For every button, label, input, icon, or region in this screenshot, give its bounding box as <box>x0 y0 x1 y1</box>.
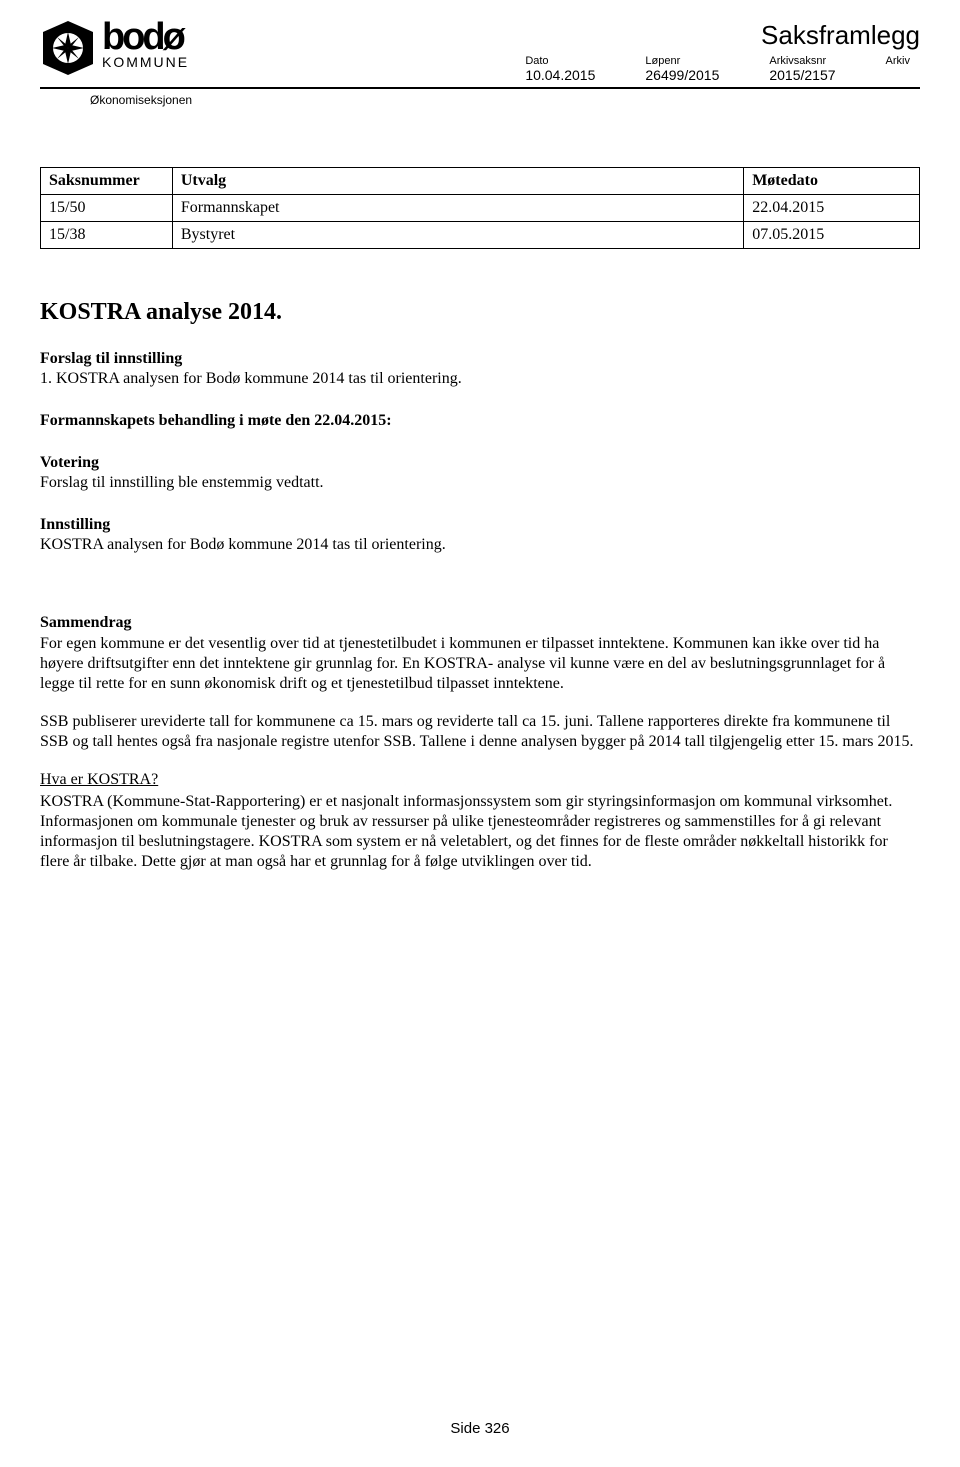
cell-dato: 22.04.2015 <box>744 195 920 222</box>
table-row: 15/38 Bystyret 07.05.2015 <box>41 222 920 249</box>
page-footer: Side 326 <box>0 1420 960 1437</box>
meta-label: Dato <box>525 55 595 67</box>
meta-arkiv: Arkiv <box>886 55 910 83</box>
th-motedato: Møtedato <box>744 168 920 195</box>
document-header: bodø KOMMUNE Saksframlegg Dato 10.04.201… <box>40 20 920 89</box>
th-saksnummer: Saksnummer <box>41 168 173 195</box>
meta-grid: Dato 10.04.2015 Løpenr 26499/2015 Arkivs… <box>525 55 920 83</box>
sammendrag-p1: For egen kommune er det vesentlig over t… <box>40 634 920 694</box>
votering-heading: Votering <box>40 454 920 472</box>
cell-saksnr: 15/38 <box>41 222 173 249</box>
meta-label: Arkivsaksnr <box>769 55 835 67</box>
meta-label: Arkiv <box>886 55 910 67</box>
sub-unit: Økonomiseksjonen <box>90 93 920 107</box>
municipality-emblem-icon <box>40 20 96 76</box>
document-type: Saksframlegg <box>761 20 920 51</box>
table-row: 15/50 Formannskapet 22.04.2015 <box>41 195 920 222</box>
meta-block: Saksframlegg Dato 10.04.2015 Løpenr 2649… <box>189 20 920 83</box>
meta-value: 2015/2157 <box>769 67 835 83</box>
cell-dato: 07.05.2015 <box>744 222 920 249</box>
cell-saksnr: 15/50 <box>41 195 173 222</box>
meta-dato: Dato 10.04.2015 <box>525 55 595 83</box>
meta-value: 26499/2015 <box>645 67 719 83</box>
meta-label: Løpenr <box>645 55 719 67</box>
meta-value: 10.04.2015 <box>525 67 595 83</box>
logo-kommune: KOMMUNE <box>102 54 189 70</box>
meta-lopenr: Løpenr 26499/2015 <box>645 55 719 83</box>
cell-utvalg: Formannskapet <box>172 195 743 222</box>
cell-utvalg: Bystyret <box>172 222 743 249</box>
meeting-table: Saksnummer Utvalg Møtedato 15/50 Formann… <box>40 167 920 249</box>
logo-wordmark: bodø <box>102 20 189 54</box>
table-header-row: Saksnummer Utvalg Møtedato <box>41 168 920 195</box>
main-title: KOSTRA analyse 2014. <box>40 299 920 326</box>
hva-heading: Hva er KOSTRA? <box>40 770 920 790</box>
innstilling-heading: Innstilling <box>40 516 920 534</box>
meta-arkivsaksnr: Arkivsaksnr 2015/2157 <box>769 55 835 83</box>
innstilling-text: KOSTRA analysen for Bodø kommune 2014 ta… <box>40 536 920 554</box>
logo-block: bodø KOMMUNE <box>40 20 189 76</box>
th-utvalg: Utvalg <box>172 168 743 195</box>
votering-text: Forslag til innstilling ble enstemmig ve… <box>40 474 920 492</box>
behandling-heading: Formannskapets behandling i møte den 22.… <box>40 412 920 430</box>
hva-paragraph: KOSTRA (Kommune-Stat-Rapportering) er et… <box>40 792 920 872</box>
logo-text: bodø KOMMUNE <box>102 20 189 70</box>
forslag-heading: Forslag til innstilling <box>40 350 920 368</box>
sammendrag-p2: SSB publiserer ureviderte tall for kommu… <box>40 712 920 752</box>
sammendrag-heading: Sammendrag <box>40 614 920 632</box>
forslag-item: 1. KOSTRA analysen for Bodø kommune 2014… <box>40 370 920 388</box>
